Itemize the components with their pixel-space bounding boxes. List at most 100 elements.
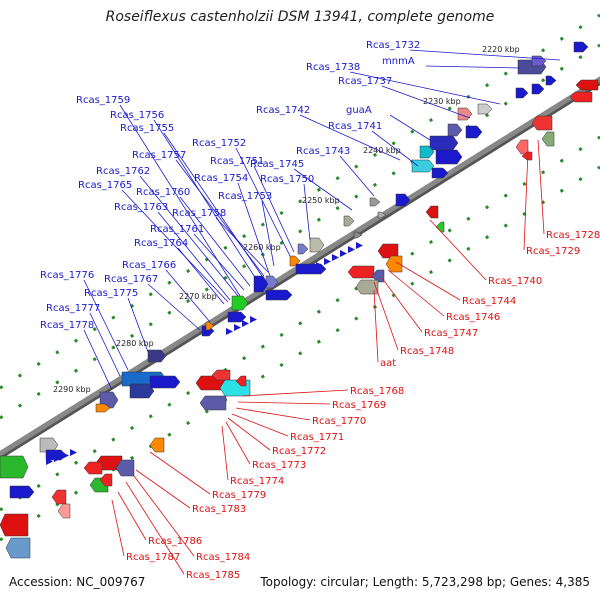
forward-label-Rcas_1765: Rcas_1765 <box>78 180 132 191</box>
reverse-gene-12 <box>355 279 379 295</box>
forward-gene-21 <box>297 243 309 255</box>
forward-leader-Rcas_1761 <box>193 233 245 291</box>
reverse-gene-9 <box>347 265 375 279</box>
forward-leader-Rcas_1737 <box>381 85 471 119</box>
forward-label-Rcas_1764: Rcas_1764 <box>134 238 188 249</box>
reverse-gene-5 <box>521 151 533 161</box>
reverse-leader-Rcas_1772 <box>227 417 271 451</box>
forward-gene-28 <box>227 311 247 323</box>
reverse-label-Rcas_1728: Rcas_1728 <box>546 230 600 241</box>
forward-label-Rcas_1754: Rcas_1754 <box>194 173 248 184</box>
forward-leader-Rcas_1750 <box>303 183 311 241</box>
tick-track-2 <box>0 135 600 512</box>
reverse-label-Rcas_1729: Rcas_1729 <box>526 246 580 257</box>
reverse-gene-6 <box>425 205 439 219</box>
forward-arrowhead <box>250 316 257 323</box>
reverse-gene-20 <box>83 461 103 475</box>
forward-label-Rcas_1766: Rcas_1766 <box>122 260 176 271</box>
reverse-label-Rcas_1746: Rcas_1746 <box>446 312 500 323</box>
forward-label-Rcas_1761: Rcas_1761 <box>150 224 204 235</box>
reverse-label-Rcas_1768: Rcas_1768 <box>350 386 404 397</box>
forward-gene-26 <box>265 289 293 301</box>
forward-gene-19 <box>353 231 363 239</box>
forward-gene-13 <box>411 159 435 173</box>
forward-leader-guaA <box>389 114 431 141</box>
forward-label-Rcas_1742: Rcas_1742 <box>256 105 310 116</box>
reverse-label-Rcas_1779: Rcas_1779 <box>212 490 266 501</box>
reverse-leader-Rcas_1786 <box>117 491 147 541</box>
reverse-leader-Rcas_1768 <box>241 389 349 397</box>
forward-leader-Rcas_1754 <box>237 182 271 277</box>
reverse-label-Rcas_1785: Rcas_1785 <box>186 570 240 581</box>
reverse-leader-Rcas_1740 <box>429 219 487 281</box>
tick-track-0 <box>0 13 600 390</box>
forward-gene-18 <box>343 215 355 227</box>
forward-arrowhead <box>234 324 241 331</box>
forward-label-Rcas_1745: Rcas_1745 <box>250 159 304 170</box>
forward-arrowhead <box>226 328 233 335</box>
reverse-leader-Rcas_1784 <box>133 475 195 557</box>
forward-label-Rcas_1751: Rcas_1751 <box>210 156 264 167</box>
forward-label-Rcas_1750: Rcas_1750 <box>260 174 314 185</box>
forward-gene-25 <box>253 275 269 293</box>
forward-leader-Rcas_1753 <box>261 200 275 267</box>
reverse-gene-25 <box>57 503 71 519</box>
forward-arrowhead <box>62 452 69 459</box>
accession-label: Accession: NC_009767 <box>9 575 146 589</box>
forward-label-Rcas_1758: Rcas_1758 <box>172 208 226 219</box>
forward-leader-Rcas_1763 <box>157 211 231 301</box>
forward-gene-17 <box>377 211 387 219</box>
forward-leader-Rcas_1767 <box>147 283 201 331</box>
reverse-leader-Rcas_1769 <box>237 401 331 405</box>
forward-arrowhead <box>46 458 53 465</box>
reverse-gene-0 <box>575 79 599 91</box>
forward-gene-16 <box>369 197 381 207</box>
forward-leader-Rcas_1743 <box>339 155 375 197</box>
forward-label-Rcas_1753: Rcas_1753 <box>218 191 272 202</box>
forward-gene-31 <box>147 349 167 363</box>
map-title: Roseiflexus castenholzii DSM 13941, comp… <box>105 9 495 25</box>
reverse-label-Rcas_1769: Rcas_1769 <box>332 400 386 411</box>
forward-gene-0 <box>573 41 589 53</box>
reverse-label-Rcas_1774: Rcas_1774 <box>230 476 284 487</box>
forward-label-Rcas_1775: Rcas_1775 <box>84 288 138 299</box>
forward-label-Rcas_1732: Rcas_1732 <box>366 40 420 51</box>
forward-arrowhead <box>316 262 323 269</box>
forward-leader-Rcas_1745 <box>293 168 353 211</box>
forward-leader-Rcas_1758 <box>215 217 269 273</box>
forward-label-Rcas_1778: Rcas_1778 <box>40 320 94 331</box>
forward-label-Rcas_1762: Rcas_1762 <box>96 166 150 177</box>
forward-leader-Rcas_1765 <box>121 189 229 303</box>
reverse-gene-24 <box>51 489 67 505</box>
forward-gene-39 <box>0 455 29 479</box>
reverse-gene-26 <box>0 513 29 537</box>
forward-leader-Rcas_1756 <box>153 119 259 283</box>
reverse-gene-2 <box>531 115 553 131</box>
forward-leader-Rcas_1742 <box>299 114 401 161</box>
forward-gene-5 <box>545 75 557 86</box>
forward-leader-Rcas_1759 <box>119 104 241 297</box>
forward-arrowhead <box>70 449 77 456</box>
forward-gene-8 <box>447 123 463 137</box>
forward-gene-36 <box>95 403 111 413</box>
reverse-gene-27 <box>5 537 31 559</box>
forward-leader-Rcas_1766 <box>165 269 211 323</box>
forward-arrowhead <box>332 254 339 261</box>
forward-label-Rcas_1743: Rcas_1743 <box>296 146 350 157</box>
forward-arrowhead <box>356 242 363 249</box>
forward-gene-9 <box>465 125 483 139</box>
forward-leader-Rcas_1762 <box>139 175 239 297</box>
forward-gene-4 <box>531 83 545 95</box>
forward-leader-Rcas_1732 <box>409 49 561 61</box>
forward-gene-33 <box>129 383 155 399</box>
forward-label-Rcas_1777: Rcas_1777 <box>46 303 100 314</box>
forward-leader-Rcas_1776 <box>83 279 129 371</box>
reverse-leader-Rcas_1774 <box>221 425 229 481</box>
reverse-label-Rcas_1787: Rcas_1787 <box>126 552 180 563</box>
reverse-leader-Rcas_1729 <box>523 149 529 251</box>
forward-leader-Rcas_1760 <box>179 196 251 287</box>
forward-gene-37 <box>39 437 59 453</box>
forward-label-Rcas_1737: Rcas_1737 <box>338 76 392 87</box>
forward-gene-10 <box>429 135 459 151</box>
reverse-leader-Rcas_1783 <box>135 469 191 509</box>
